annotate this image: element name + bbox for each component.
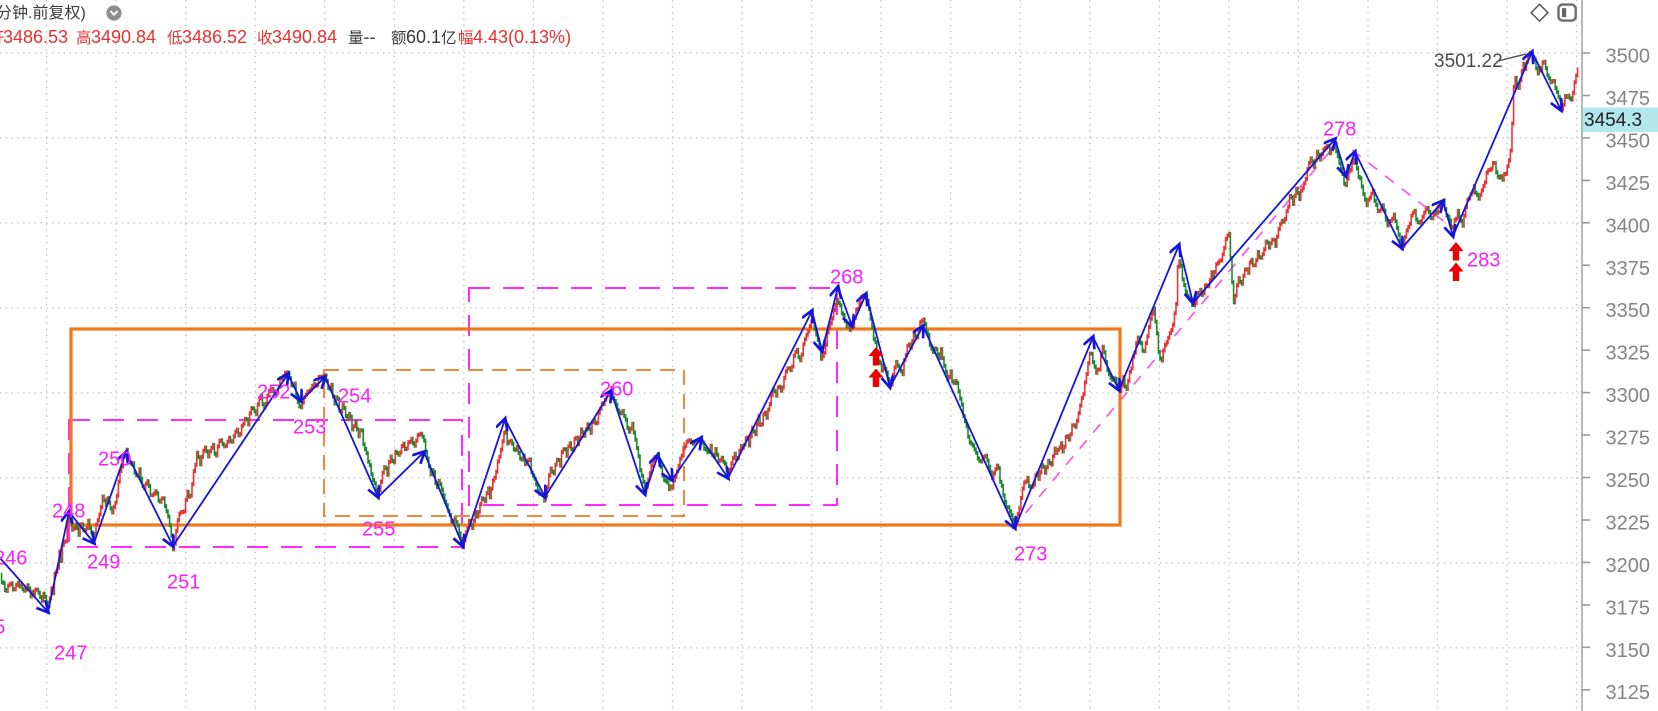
svg-text:260: 260 <box>600 379 633 401</box>
svg-text:3425: 3425 <box>1606 173 1651 195</box>
svg-text:273: 273 <box>1014 544 1047 566</box>
svg-text:3450: 3450 <box>1606 130 1651 152</box>
svg-text:3125: 3125 <box>1606 682 1651 704</box>
svg-text:3350: 3350 <box>1606 300 1651 322</box>
svg-text:3250: 3250 <box>1606 470 1651 492</box>
svg-text:250: 250 <box>98 449 131 471</box>
svg-text:3325: 3325 <box>1606 343 1651 365</box>
svg-text:分钟.前复权): 分钟.前复权) <box>0 4 86 22</box>
svg-text:278: 278 <box>1323 119 1356 141</box>
svg-text:251: 251 <box>167 572 200 594</box>
svg-text:246: 246 <box>0 548 27 570</box>
svg-text:247: 247 <box>54 643 87 665</box>
svg-text:255: 255 <box>362 519 395 541</box>
svg-text:268: 268 <box>830 267 863 289</box>
svg-text:283: 283 <box>1467 250 1500 272</box>
svg-text:254: 254 <box>338 386 371 408</box>
svg-text:252: 252 <box>257 382 290 404</box>
svg-text:3375: 3375 <box>1606 258 1651 280</box>
svg-text:249: 249 <box>87 552 120 574</box>
svg-text:3150: 3150 <box>1606 640 1651 662</box>
svg-text:3300: 3300 <box>1606 385 1651 407</box>
svg-text:3501.22: 3501.22 <box>1434 51 1503 72</box>
svg-text:3475: 3475 <box>1606 88 1651 110</box>
svg-text:3400: 3400 <box>1606 215 1651 237</box>
svg-text:3200: 3200 <box>1606 555 1651 577</box>
svg-text:245: 245 <box>0 617 5 639</box>
svg-text:248: 248 <box>52 501 85 523</box>
svg-text:3225: 3225 <box>1606 513 1651 535</box>
svg-text:3175: 3175 <box>1606 597 1651 619</box>
svg-text:3454.3: 3454.3 <box>1584 110 1642 131</box>
svg-text:253: 253 <box>293 417 326 439</box>
svg-text:3275: 3275 <box>1606 428 1651 450</box>
svg-text:3500: 3500 <box>1606 46 1651 68</box>
